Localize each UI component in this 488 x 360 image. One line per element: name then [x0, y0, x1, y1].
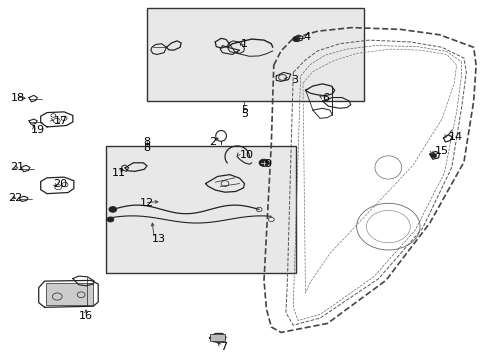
- Text: 20: 20: [53, 179, 67, 189]
- Text: 6: 6: [322, 93, 329, 103]
- Text: 1: 1: [241, 39, 247, 49]
- Bar: [105, 146, 295, 273]
- Text: 11: 11: [112, 168, 125, 178]
- Text: 8: 8: [143, 143, 150, 153]
- Text: 18: 18: [10, 93, 24, 103]
- Text: 5: 5: [241, 105, 247, 115]
- Text: 13: 13: [152, 234, 165, 244]
- Bar: [147, 8, 363, 101]
- Text: 17: 17: [53, 116, 67, 126]
- Text: 5: 5: [241, 109, 247, 120]
- Text: 8: 8: [143, 138, 150, 147]
- Circle shape: [430, 153, 436, 158]
- Circle shape: [259, 159, 268, 166]
- Text: 22: 22: [8, 193, 22, 203]
- Text: 4: 4: [303, 32, 309, 41]
- Text: 15: 15: [434, 146, 448, 156]
- Circle shape: [292, 37, 299, 41]
- Text: 3: 3: [290, 75, 297, 85]
- Bar: [45, 283, 93, 305]
- Text: 10: 10: [239, 150, 253, 160]
- Circle shape: [109, 207, 117, 212]
- Text: 7: 7: [220, 342, 227, 352]
- Text: 21: 21: [10, 162, 24, 172]
- Text: 9: 9: [264, 159, 270, 169]
- Circle shape: [107, 217, 114, 222]
- Text: 12: 12: [140, 198, 153, 208]
- Text: 16: 16: [79, 311, 93, 321]
- Text: 14: 14: [448, 132, 463, 142]
- Text: 2: 2: [209, 138, 216, 147]
- Text: 19: 19: [31, 125, 45, 135]
- Bar: [210, 334, 224, 341]
